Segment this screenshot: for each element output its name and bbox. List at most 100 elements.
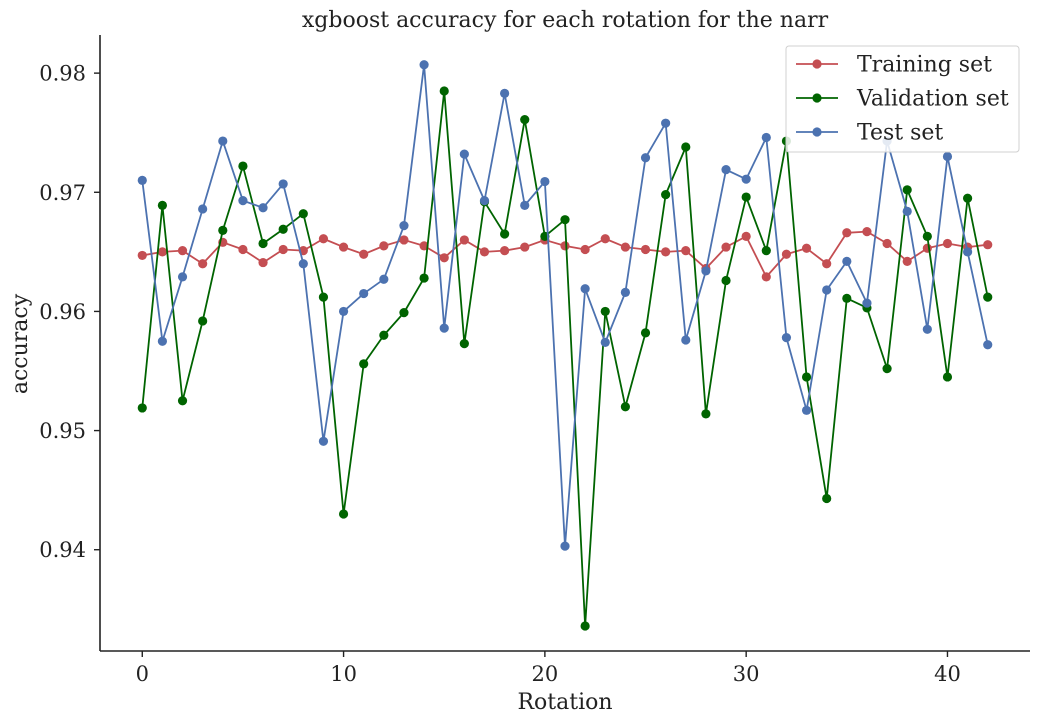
data-point-training [902, 256, 912, 266]
data-point-test [983, 340, 993, 350]
data-point-training [479, 247, 490, 257]
data-point-training [862, 226, 872, 237]
data-point-test [278, 179, 288, 189]
data-point-training [439, 253, 449, 263]
data-point-validation [137, 403, 147, 413]
data-point-test [560, 541, 570, 551]
legend-label-training: Training set [857, 53, 992, 78]
data-point-training [781, 249, 792, 259]
data-point-training [801, 243, 812, 253]
x-tick-label: 40 [934, 662, 961, 686]
data-point-validation [822, 493, 832, 504]
data-point-test [359, 288, 369, 299]
data-point-training [500, 246, 510, 256]
data-point-test [379, 274, 389, 284]
y-tick-label: 0.94 [39, 538, 86, 562]
data-point-validation [661, 190, 671, 200]
data-point-validation [520, 114, 530, 125]
data-point-test [137, 175, 147, 185]
data-point-training [278, 244, 288, 255]
legend-box [785, 45, 1020, 153]
plot-area [137, 60, 993, 631]
data-point-training [842, 228, 852, 238]
data-point-validation [298, 209, 308, 219]
data-point-training [681, 246, 691, 256]
data-point-test [781, 333, 792, 343]
y-axis-label: accuracy [8, 293, 33, 394]
data-point-training [459, 235, 469, 245]
data-point-test [399, 221, 409, 231]
data-point-validation [922, 231, 932, 241]
data-point-validation [701, 409, 711, 419]
data-point-test [238, 196, 248, 206]
data-point-validation [882, 364, 892, 374]
data-point-test [419, 60, 429, 70]
data-point-test [661, 118, 671, 128]
data-point-training [399, 235, 409, 245]
legend-item-test: Test set [796, 121, 943, 146]
legend-item-training: Training set [796, 53, 992, 78]
data-point-test [318, 436, 329, 446]
data-point-validation [177, 396, 188, 406]
legend-label-test: Test set [857, 121, 943, 146]
data-point-validation [902, 185, 912, 195]
data-point-validation [741, 192, 751, 202]
data-point-training [258, 257, 268, 268]
data-point-training [318, 234, 329, 244]
data-point-training [157, 247, 168, 257]
data-point-validation [359, 359, 369, 369]
data-point-test [902, 206, 912, 216]
data-point-test [721, 165, 731, 175]
data-point-training [177, 246, 188, 256]
data-point-training [620, 242, 630, 252]
data-point-test [459, 149, 469, 159]
chart-title: xgboost accuracy for each rotation for t… [302, 8, 829, 33]
data-point-training [942, 238, 953, 249]
data-point-validation [983, 292, 993, 302]
data-point-test [258, 203, 268, 213]
data-point-validation [681, 142, 691, 152]
data-point-test [520, 200, 530, 210]
data-point-test [439, 323, 449, 333]
data-point-validation [318, 292, 329, 302]
data-point-validation [761, 246, 771, 256]
x-tick-label: 20 [532, 662, 559, 686]
data-point-training [600, 234, 610, 244]
data-point-test [620, 287, 630, 297]
legend-marker-test [812, 127, 822, 137]
legend-marker-training [812, 59, 822, 69]
data-point-validation [419, 273, 429, 283]
data-point-training [198, 259, 208, 269]
data-point-training [560, 241, 570, 251]
data-point-test [298, 259, 308, 269]
data-point-training [580, 244, 590, 255]
data-point-validation [399, 308, 409, 318]
data-point-validation [560, 215, 570, 225]
data-point-test [822, 285, 832, 295]
data-point-test [962, 247, 973, 257]
data-point-training [882, 238, 892, 249]
data-point-validation [157, 200, 168, 210]
x-tick-label: 0 [136, 662, 149, 686]
x-axis-label: Rotation [517, 690, 612, 715]
data-point-validation [258, 238, 268, 249]
data-point-training [238, 244, 248, 255]
data-point-training [761, 272, 771, 282]
data-point-training [137, 250, 147, 261]
data-point-validation [500, 229, 510, 239]
data-point-test [198, 204, 208, 214]
y-tick-label: 0.98 [39, 62, 86, 86]
data-point-test [580, 284, 590, 294]
data-point-test [500, 88, 510, 98]
data-point-validation [338, 509, 349, 519]
data-point-validation [962, 193, 973, 203]
data-point-validation [640, 328, 651, 338]
y-tick-label: 0.95 [39, 419, 86, 443]
y-tick-label: 0.96 [39, 300, 86, 324]
data-point-validation [198, 316, 208, 326]
data-point-validation [842, 293, 852, 303]
data-point-test [157, 336, 168, 346]
data-point-validation [218, 225, 228, 236]
data-point-training [379, 241, 389, 251]
